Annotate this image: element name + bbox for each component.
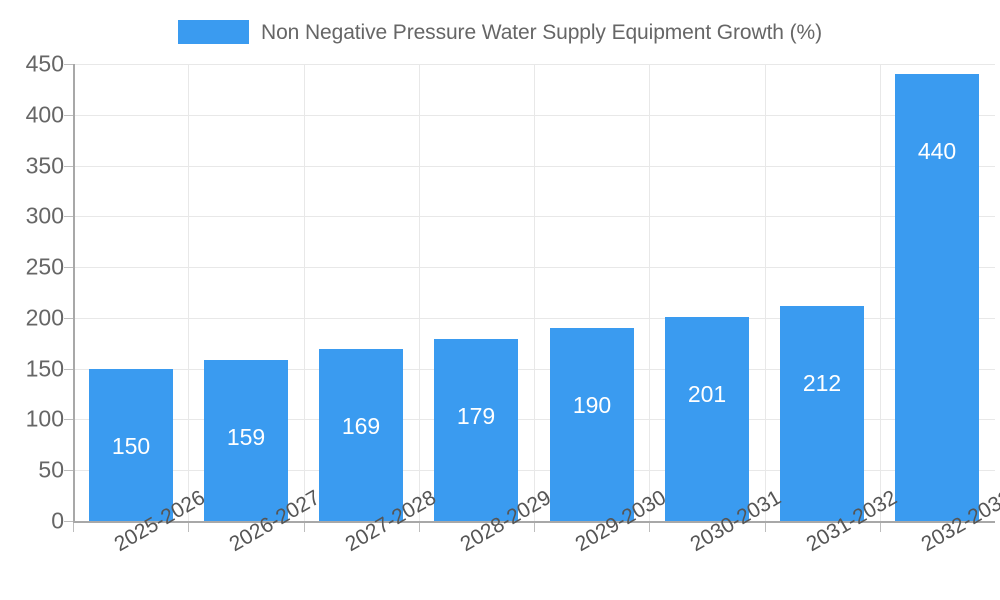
legend-series-label: Non Negative Pressure Water Supply Equip… (261, 20, 822, 44)
y-axis-tick-mark (64, 470, 73, 472)
x-axis-tick-mark (649, 523, 650, 532)
y-axis-tick-mark (64, 521, 73, 522)
y-axis-line (73, 64, 75, 522)
y-axis-tick-label: 100 (25, 405, 64, 432)
y-axis-tick-mark (64, 64, 73, 65)
vertical-gridline (188, 64, 189, 521)
vertical-gridline (304, 64, 305, 521)
y-axis-tick-mark (64, 368, 73, 370)
y-axis-tick-label: 50 (38, 456, 64, 483)
bar[interactable] (434, 339, 518, 521)
bar[interactable] (319, 349, 403, 521)
x-axis-tick-mark (304, 523, 305, 532)
y-axis-tick-mark (64, 267, 73, 269)
y-axis-tick-mark (64, 165, 73, 167)
bar-value-label: 212 (802, 369, 842, 396)
x-axis-tick-mark (73, 523, 74, 532)
bar-value-label: 440 (917, 138, 957, 165)
x-axis-tick-mark (765, 523, 766, 532)
bar[interactable] (780, 305, 864, 521)
bar[interactable] (89, 368, 173, 521)
vertical-gridline (649, 64, 650, 521)
vertical-gridline (534, 64, 535, 521)
x-axis-tick-mark (188, 523, 189, 532)
y-axis-tick-label: 400 (25, 101, 64, 128)
x-axis-tick-mark (419, 523, 420, 532)
y-axis-tick-mark (64, 216, 73, 218)
bar-value-label: 179 (456, 403, 496, 430)
bar-value-label: 201 (687, 380, 727, 407)
vertical-gridline (880, 64, 881, 521)
bar[interactable] (895, 74, 979, 521)
bar-value-label: 190 (572, 392, 612, 419)
vertical-gridline (419, 64, 420, 521)
x-axis-tick-mark (534, 523, 535, 532)
y-axis-tick-mark (64, 114, 73, 116)
chart-legend: Non Negative Pressure Water Supply Equip… (0, 12, 1000, 52)
y-axis-tick-label: 350 (25, 152, 64, 179)
bar[interactable] (204, 359, 288, 521)
y-axis-tick-labels: 0 50 100 150 200 250 300 350 400 450 (0, 0, 64, 600)
y-axis-tick-mark (64, 419, 73, 421)
plot-area: 150 159 169 179 190 201 212 440 (73, 64, 995, 522)
bar-value-label: 159 (226, 423, 266, 450)
bar-value-label: 150 (111, 432, 151, 459)
bar[interactable] (665, 316, 749, 521)
x-axis-tick-mark (880, 523, 881, 532)
y-axis-tick-label: 200 (25, 304, 64, 331)
bar[interactable] (550, 328, 634, 521)
y-axis-tick-label: 250 (25, 253, 64, 280)
y-axis-tick-label: 150 (25, 355, 64, 382)
vertical-gridline (765, 64, 766, 521)
x-axis-line (73, 521, 995, 523)
y-axis-tick-label: 450 (25, 50, 64, 77)
y-axis-tick-label: 300 (25, 202, 64, 229)
y-axis-tick-label: 0 (51, 507, 64, 534)
legend-color-swatch-icon[interactable] (178, 20, 250, 44)
y-axis-tick-mark (64, 317, 73, 319)
bar-value-label: 169 (341, 413, 381, 440)
